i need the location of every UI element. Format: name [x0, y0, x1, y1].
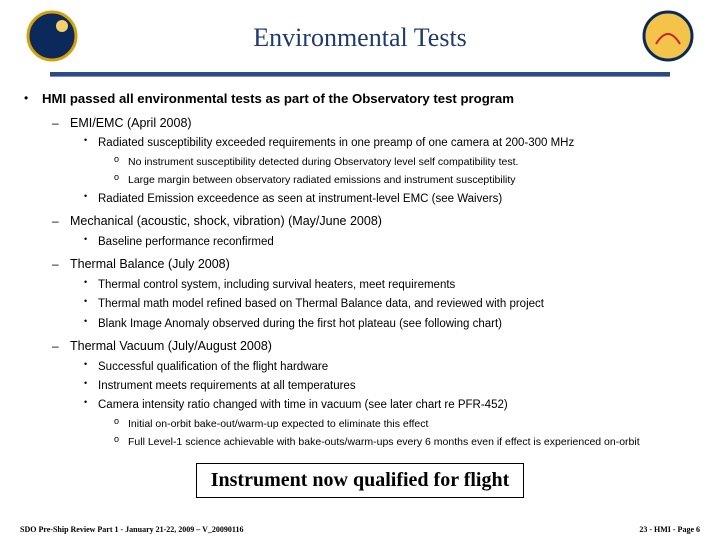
- slide: Environmental Tests HMI passed all envir…: [0, 0, 720, 540]
- footer-left: SDO Pre-Ship Review Part 1 - January 21-…: [20, 525, 243, 534]
- emi-item-2-text: Radiated Emission exceedence as seen at …: [98, 193, 502, 205]
- footer: SDO Pre-Ship Review Part 1 - January 21-…: [20, 525, 700, 534]
- tb-item-1: Thermal control system, including surviv…: [70, 277, 696, 292]
- tv-item-1: Successful qualification of the flight h…: [70, 359, 696, 374]
- header: Environmental Tests: [20, 8, 700, 68]
- header-rule: [50, 72, 670, 77]
- mission-logo-right: [636, 8, 700, 64]
- mission-logo-left: [20, 8, 84, 64]
- content: HMI passed all environmental tests as pa…: [20, 91, 700, 498]
- bullet-main: HMI passed all environmental tests as pa…: [24, 91, 696, 449]
- tb-item-2: Thermal math model refined based on Ther…: [70, 296, 696, 311]
- emi-item-1a: No instrument susceptibility detected du…: [98, 154, 696, 169]
- tv-item-3a: Initial on-orbit bake-out/warm-up expect…: [98, 416, 696, 431]
- mech-item-1-text: Baseline performance reconfirmed: [98, 236, 274, 248]
- tv-item-2-text: Instrument meets requirements at all tem…: [98, 380, 356, 392]
- emi-item-1: Radiated susceptibility exceeded require…: [70, 135, 696, 187]
- tb-item-3-text: Blank Image Anomaly observed during the …: [98, 318, 502, 330]
- tv-item-3-text: Camera intensity ratio changed with time…: [98, 399, 508, 411]
- slide-title: Environmental Tests: [253, 23, 467, 53]
- emi-item-1-text: Radiated susceptibility exceeded require…: [98, 137, 574, 149]
- callout-wrap: Instrument now qualified for flight: [24, 457, 696, 498]
- tb-item-3: Blank Image Anomaly observed during the …: [70, 316, 696, 331]
- section-mech: Mechanical (acoustic, shock, vibration) …: [42, 214, 696, 249]
- mech-item-1: Baseline performance reconfirmed: [70, 234, 696, 249]
- emi-item-1b-text: Large margin between observatory radiate…: [128, 174, 516, 186]
- bullet-main-text: HMI passed all environmental tests as pa…: [42, 91, 514, 106]
- tv-item-3b-text: Full Level-1 science achievable with bak…: [128, 436, 640, 448]
- footer-right: 23 - HMI - Page 6: [639, 525, 700, 534]
- section-tb: Thermal Balance (July 2008) Thermal cont…: [42, 257, 696, 331]
- tv-item-3a-text: Initial on-orbit bake-out/warm-up expect…: [128, 418, 428, 430]
- section-mech-heading: Mechanical (acoustic, shock, vibration) …: [70, 214, 382, 228]
- tb-item-1-text: Thermal control system, including surviv…: [98, 279, 455, 291]
- tv-item-1-text: Successful qualification of the flight h…: [98, 361, 328, 373]
- section-tv: Thermal Vacuum (July/August 2008) Succes…: [42, 339, 696, 449]
- tb-item-2-text: Thermal math model refined based on Ther…: [98, 298, 544, 310]
- tv-item-3: Camera intensity ratio changed with time…: [70, 397, 696, 449]
- section-emi: EMI/EMC (April 2008) Radiated susceptibi…: [42, 116, 696, 207]
- emi-item-1a-text: No instrument susceptibility detected du…: [128, 156, 518, 168]
- section-tb-heading: Thermal Balance (July 2008): [70, 257, 230, 271]
- emi-item-1b: Large margin between observatory radiate…: [98, 172, 696, 187]
- section-tv-heading: Thermal Vacuum (July/August 2008): [70, 339, 272, 353]
- emi-item-2: Radiated Emission exceedence as seen at …: [70, 191, 696, 206]
- section-emi-heading: EMI/EMC (April 2008): [70, 116, 192, 130]
- tv-item-3b: Full Level-1 science achievable with bak…: [98, 434, 696, 449]
- callout-box: Instrument now qualified for flight: [196, 463, 525, 498]
- tv-item-2: Instrument meets requirements at all tem…: [70, 378, 696, 393]
